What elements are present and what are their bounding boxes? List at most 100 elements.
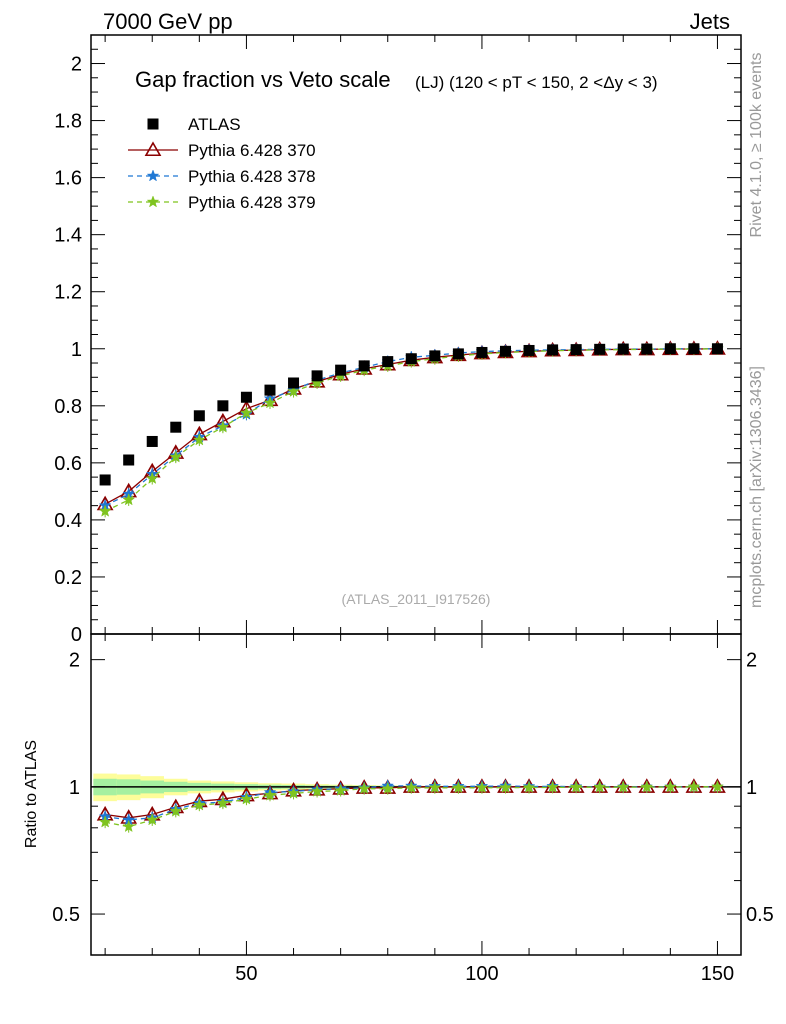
header-left-label: 7000 GeV pp: [103, 9, 233, 34]
mcplots-url-label: mcplots.cern.ch [arXiv:1306.3436]: [748, 366, 765, 608]
main-y-tick-label: 1.8: [54, 111, 82, 133]
main-atlas-point: [358, 360, 370, 372]
main-atlas-point: [499, 345, 511, 357]
ratio-pythia-6-428-379-point: [616, 780, 630, 793]
main-atlas-point: [99, 474, 111, 486]
main-atlas-point: [594, 343, 606, 355]
legend-pythia-6-428-379-marker: [146, 195, 160, 208]
ratio-pythia-6-428-379-point: [287, 786, 300, 799]
ratio-pythia-6-428-379-point: [711, 780, 724, 793]
ratio-pythia-6-428-379-point: [381, 781, 395, 795]
ratio-y-tick-label-right: 0.5: [746, 904, 774, 926]
ratio-y-tick-label: 1: [69, 777, 80, 799]
main-y-tick-label: 1.6: [54, 168, 82, 190]
main-y-tick-label: 0.4: [54, 510, 82, 532]
ratio-pythia-6-428-379-point: [263, 788, 277, 801]
legend-pythia-6-428-370-marker: [144, 141, 162, 157]
main-atlas-point: [146, 435, 158, 447]
main-pythia-6-428-379-point: [216, 420, 230, 433]
main-atlas-point: [523, 344, 535, 356]
main-pythia-6-428-379-point: [192, 433, 206, 446]
main-atlas-point: [217, 400, 229, 412]
main-atlas-point: [429, 350, 441, 362]
legend-pythia-6-428-370-label: Pythia 6.428 370: [188, 141, 316, 160]
main-y-tick-label: 1.2: [54, 282, 82, 304]
ratio-y-tick-label: 2: [69, 650, 80, 672]
main-y-tick-label: 0.6: [54, 453, 82, 475]
ratio-pythia-6-428-379-point: [310, 784, 324, 797]
main-atlas-point: [288, 377, 300, 389]
ratio-pythia-6-428-379-point: [663, 780, 677, 793]
main-pythia-6-428-379-point: [98, 504, 112, 517]
ratio-pythia-6-428-379-point: [334, 783, 347, 796]
main-y-tick-label: 0.8: [54, 396, 82, 418]
ratio-pythia-6-428-379-point: [145, 813, 159, 826]
x-tick-label: 150: [701, 963, 734, 985]
main-atlas-point: [264, 384, 276, 396]
legend-pythia-6-428-378-marker: [146, 169, 160, 182]
ratio-pythia-6-428-379-point: [357, 781, 371, 795]
main-y-tick-label: 1.4: [54, 225, 82, 247]
chart-title: Gap fraction vs Veto scale: [135, 67, 391, 92]
main-atlas-point: [617, 343, 629, 355]
main-atlas-point: [688, 343, 700, 355]
main-pythia-6-428-379-point: [263, 396, 277, 409]
ratio-pythia-6-428-379-point: [475, 781, 489, 794]
main-atlas-point: [123, 454, 135, 466]
main-y-tick-label: 2: [71, 54, 82, 76]
main-atlas-point: [405, 353, 417, 365]
x-tick-label: 50: [235, 963, 257, 985]
ratio-y-tick-label: 0.5: [52, 904, 80, 926]
ratio-pythia-6-428-379-point: [428, 781, 442, 794]
ratio-pythia-6-428-379-point: [98, 815, 112, 828]
ratio-pythia-6-428-379-point: [452, 781, 465, 794]
legend: ATLAS Pythia 6.428 370 Pythia 6.428 378 Pyt…: [128, 115, 316, 212]
ratio-pythia-6-428-379-point: [404, 781, 418, 794]
main-atlas-point: [476, 346, 488, 358]
main-pythia-6-428-379-point: [240, 406, 253, 419]
ratio-y-axis-label: Ratio to ATLAS: [23, 740, 40, 848]
ratio-pythia-6-428-379-point: [240, 792, 253, 805]
main-atlas-point: [452, 348, 464, 360]
main-pythia-6-428-379-point: [145, 471, 159, 484]
chart-watermark: (ATLAS_2011_I917526): [342, 591, 491, 607]
main-atlas-point: [240, 391, 252, 403]
header-right-label: Jets: [690, 9, 730, 34]
main-atlas-point: [547, 344, 559, 356]
main-atlas-point: [641, 343, 653, 355]
chart-subtitle: (LJ) (120 < pT < 150, 2 <Δy < 3): [415, 73, 658, 92]
main-atlas-point: [193, 410, 205, 422]
ratio-panel: 0.5 0.5 1 1 2 2 50 100 150 Ratio to ATLAS: [23, 633, 774, 985]
ratio-y-tick-label-right: 2: [746, 650, 757, 672]
main-pythia-6-428-378-line: [104, 348, 718, 507]
ratio-pythia-6-428-379-point: [122, 820, 136, 833]
main-panel: 0 0.2 0.4 0.6 0.8 1 1.2 1.4 1.6 1.8 2 Gap fraction…: [54, 34, 742, 646]
main-y-tick-label: 0: [71, 624, 82, 646]
main-y-tick-label: 1: [71, 339, 82, 361]
ratio-panel-frame: [90, 633, 742, 956]
ratio-pythia-6-428-379-point: [640, 780, 654, 793]
main-atlas-point: [170, 421, 182, 433]
main-atlas-point: [311, 370, 323, 382]
main-atlas-point: [570, 344, 582, 356]
main-atlas-point: [711, 343, 723, 355]
ratio-pythia-6-428-379-point: [169, 804, 183, 817]
ratio-pythia-6-428-379-point: [522, 780, 536, 793]
main-atlas-point: [382, 356, 394, 368]
main-pythia-6-428-379-point: [287, 384, 300, 397]
legend-atlas-marker: [147, 118, 159, 130]
ratio-pythia-6-428-379-point: [546, 780, 559, 793]
legend-pythia-6-428-378-label: Pythia 6.428 378: [188, 167, 316, 186]
main-atlas-point: [664, 343, 676, 355]
ratio-pythia-6-428-379-point: [569, 780, 583, 793]
main-atlas-point: [335, 364, 347, 376]
main-pythia-6-428-379-point: [122, 493, 136, 506]
ratio-pythia-6-428-379-point: [192, 798, 206, 811]
rivet-version-label: Rivet 4.1.0, ≥ 100k events: [748, 53, 765, 238]
main-y-tick-label: 0.2: [54, 567, 82, 589]
ratio-y-tick-label-right: 1: [746, 777, 757, 799]
ratio-pythia-6-428-379-point: [216, 796, 230, 809]
ratio-pythia-6-428-379-point: [593, 780, 607, 793]
main-pythia-6-428-379-point: [169, 450, 183, 463]
